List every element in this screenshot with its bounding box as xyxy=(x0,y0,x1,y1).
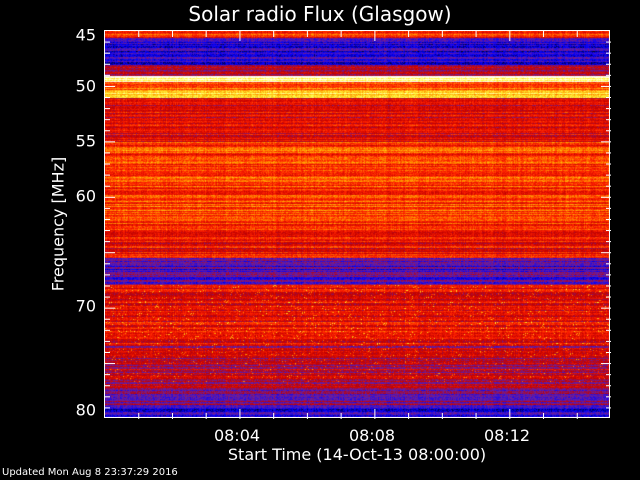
updated-timestamp: Updated Mon Aug 8 23:37:29 2016 xyxy=(2,467,178,478)
ytick-label: 55 xyxy=(75,131,96,151)
ytick-label: 45 xyxy=(75,25,96,45)
ytick-label: 80 xyxy=(75,400,96,420)
ytick-label: 50 xyxy=(75,76,96,96)
ytick-label: 60 xyxy=(75,186,96,206)
y-axis-title: Frequency [MHz] xyxy=(48,156,68,292)
spectrogram-heatmap xyxy=(105,31,609,417)
plot-area xyxy=(104,30,611,419)
ytick-label: 70 xyxy=(75,296,96,316)
xtick-label: 08:04 xyxy=(213,426,261,445)
chart-title: Solar radio Flux (Glasgow) xyxy=(188,2,452,26)
xtick-label: 08:12 xyxy=(483,426,531,445)
axis-ticks xyxy=(105,31,611,419)
x-axis-title: Start Time (14-Oct-13 08:00:00) xyxy=(227,445,487,464)
xtick-label: 08:08 xyxy=(348,426,396,445)
